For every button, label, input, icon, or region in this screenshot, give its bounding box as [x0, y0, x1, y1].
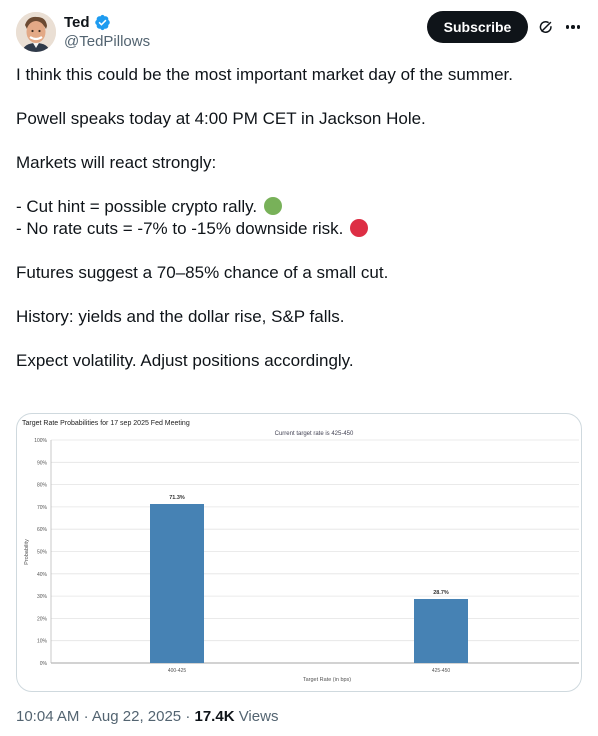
tweet-line: Powell speaks today at 4:00 PM CET in Ja… — [16, 109, 426, 128]
tweet-line: I think this could be the most important… — [16, 65, 514, 84]
y-tick-label: 80% — [37, 483, 48, 489]
bar-data-label: 71.3% — [169, 495, 185, 501]
y-tick-label: 40% — [37, 572, 48, 578]
green-circle-emoji-icon — [263, 197, 282, 215]
bar-data-label: 28.7% — [433, 590, 449, 596]
chart-title: Target Rate Probabilities for 17 sep 202… — [22, 420, 190, 427]
tweet-line-text: - Cut hint = possible crypto rally. — [16, 197, 258, 216]
tweet-time[interactable]: 10:04 AM — [16, 708, 80, 725]
tweet-line: History: yields and the dollar rise, S&P… — [16, 307, 345, 326]
y-axis-label: Probability — [24, 539, 30, 565]
tweet-line-text: - No rate cuts = -7% to -15% downside ri… — [16, 219, 344, 238]
views-count: 17.4K — [194, 708, 235, 725]
red-circle-emoji-icon — [350, 219, 369, 237]
y-tick-label: 100% — [34, 438, 47, 444]
bar — [414, 598, 468, 663]
author-name[interactable]: Ted — [64, 13, 90, 31]
author-handle[interactable]: @TedPillows — [64, 33, 151, 50]
x-tick-label: 425-450 — [432, 668, 451, 674]
verified-badge-icon — [94, 14, 110, 30]
tweet-line: Markets will react strongly: — [16, 153, 217, 172]
tweet-line: Expect volatility. Adjust positions acco… — [16, 351, 354, 370]
y-tick-label: 20% — [37, 616, 48, 622]
x-tick-label: 400-425 — [168, 668, 187, 674]
y-tick-label: 10% — [37, 639, 48, 645]
y-tick-label: 90% — [37, 460, 48, 466]
y-tick-label: 60% — [37, 527, 48, 533]
subscribe-button[interactable]: Subscribe — [427, 11, 528, 43]
avatar[interactable] — [16, 12, 56, 52]
y-tick-label: 50% — [37, 550, 48, 556]
chart-subtitle: Current target rate is 425-450 — [275, 431, 354, 437]
views-label: Views — [238, 708, 279, 725]
profile-photo — [16, 12, 56, 52]
tweet-date[interactable]: Aug 22, 2025 — [91, 708, 182, 725]
tweet-meta: 10:04 AM · Aug 22, 2025 · 17.4K Views — [16, 708, 278, 725]
tweet-media-chart[interactable]: Target Rate Probabilities for 17 sep 202… — [16, 413, 582, 692]
y-tick-label: 70% — [37, 505, 48, 511]
x-axis-label: Target Rate (in bps) — [303, 677, 351, 683]
tweet-line: Futures suggest a 70–85% chance of a sma… — [16, 263, 389, 282]
bar — [150, 504, 204, 663]
grok-icon[interactable] — [537, 18, 555, 36]
tweet-line: - Cut hint = possible crypto rally. — [16, 196, 586, 218]
y-tick-label: 0% — [40, 661, 48, 667]
bar-chart: Target Rate Probabilities for 17 sep 202… — [22, 420, 579, 683]
more-icon[interactable] — [562, 16, 584, 38]
author-names: Ted @TedPillows — [64, 12, 151, 51]
tweet-text: I think this could be the most important… — [16, 64, 586, 372]
meta-separator: · — [83, 708, 89, 725]
y-tick-label: 30% — [37, 594, 48, 600]
meta-separator: · — [185, 708, 191, 725]
tweet-header: Ted @TedPillows Subscribe — [16, 10, 586, 56]
tweet-line: - No rate cuts = -7% to -15% downside ri… — [16, 218, 586, 240]
